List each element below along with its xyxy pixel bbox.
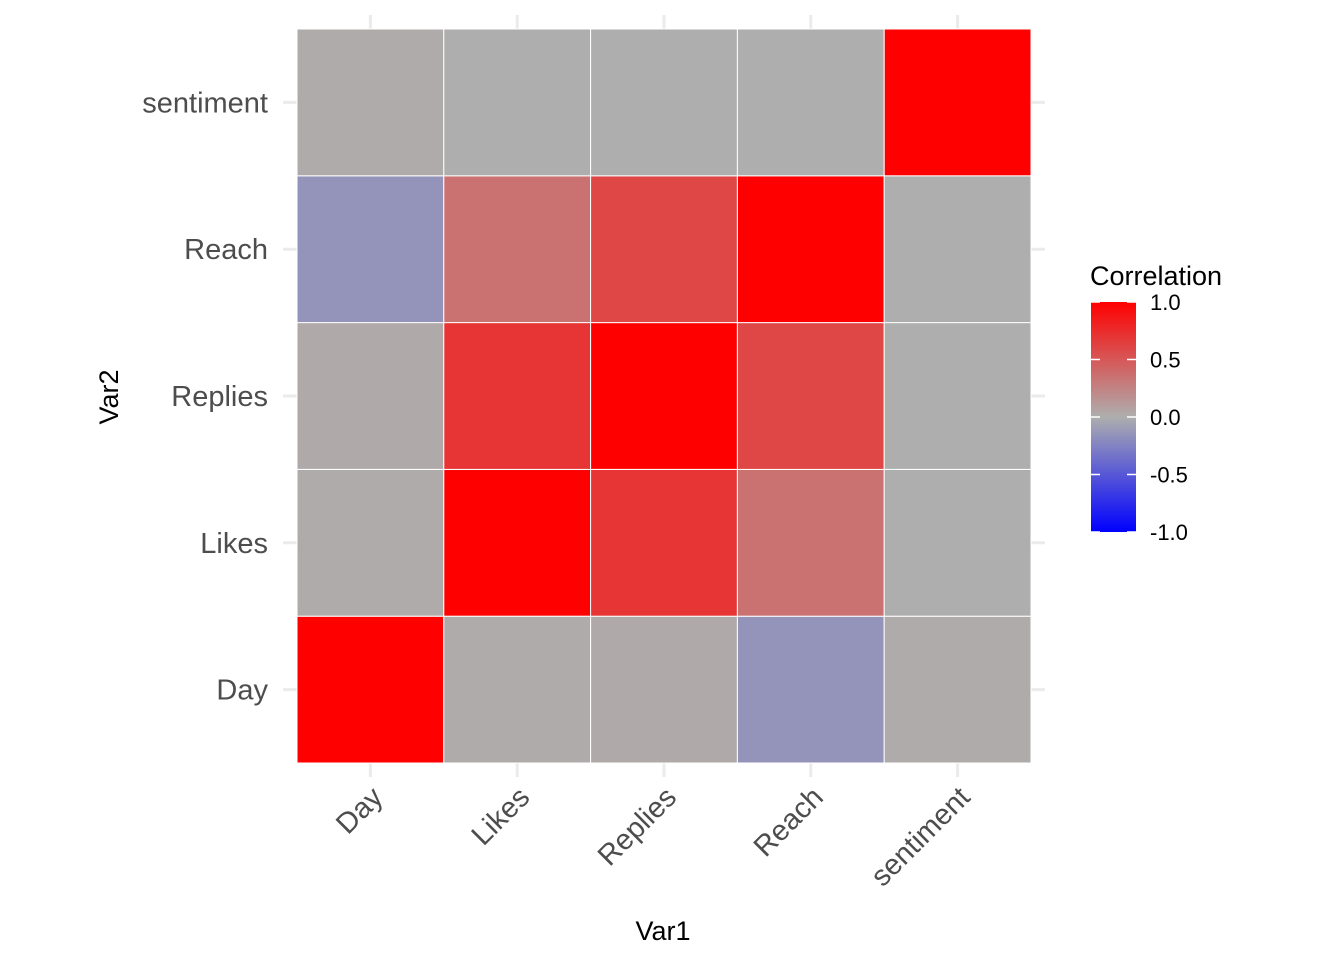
heatmap-cell-day-sentiment <box>296 28 445 177</box>
legend: Correlation 1.0 0.5 0.0 -0.5 -1.0 <box>1090 261 1222 545</box>
heatmap-cell-likes-day <box>443 615 592 764</box>
x-axis-ticks: Day Likes Replies Reach sentiment <box>330 781 976 893</box>
heatmap-cell-reach-likes <box>736 468 885 617</box>
heatmap-cell-replies-day <box>590 615 738 764</box>
heatmap-cell-likes-likes <box>443 468 592 617</box>
y-tick-label: Day <box>216 675 268 707</box>
legend-tick-label: 0.0 <box>1150 405 1181 430</box>
heatmap-cell-day-replies <box>296 322 445 470</box>
legend-tick-label: -0.5 <box>1150 463 1188 488</box>
heatmap-cell-sentiment-day <box>883 615 1032 764</box>
legend-tick-label: -1.0 <box>1150 520 1188 545</box>
heatmap-tiles <box>296 28 1032 764</box>
heatmap-cell-replies-replies <box>590 322 738 470</box>
x-tick-label: Likes <box>466 781 537 852</box>
heatmap-cell-likes-reach <box>443 175 592 324</box>
heatmap-cell-replies-reach <box>590 175 738 324</box>
heatmap-cell-reach-replies <box>736 322 885 470</box>
heatmap-cell-day-reach <box>296 175 445 324</box>
heatmap-cell-day-likes <box>296 468 445 617</box>
heatmap-cell-reach-reach <box>736 175 885 324</box>
y-axis-ticks: Day Likes Replies Reach sentiment <box>142 87 268 706</box>
y-tick-label: sentiment <box>142 87 268 119</box>
heatmap-cell-day-day <box>296 615 445 764</box>
heatmap-cell-replies-likes <box>590 468 738 617</box>
x-tick-label: Day <box>330 781 389 840</box>
x-tick-label: sentiment <box>865 781 977 893</box>
heatmap-cell-sentiment-reach <box>883 175 1032 324</box>
legend-ticks: 1.0 0.5 0.0 -0.5 -1.0 <box>1091 290 1188 545</box>
y-tick-label: Reach <box>184 234 268 266</box>
heatmap-cell-sentiment-replies <box>883 322 1032 470</box>
heatmap-cell-sentiment-likes <box>883 468 1032 617</box>
heatmap-cell-likes-sentiment <box>443 28 592 177</box>
heatmap-cell-sentiment-sentiment <box>883 28 1032 177</box>
y-tick-label: Likes <box>200 528 268 560</box>
legend-title: Correlation <box>1090 261 1222 291</box>
legend-tick-label: 1.0 <box>1150 290 1181 315</box>
heatmap-cell-likes-replies <box>443 322 592 470</box>
y-axis-title: Var2 <box>94 369 124 424</box>
x-axis-title: Var1 <box>635 916 690 946</box>
heatmap-cell-reach-day <box>736 615 885 764</box>
y-tick-label: Replies <box>171 381 268 413</box>
heatmap-cell-reach-sentiment <box>736 28 885 177</box>
x-tick-label: Reach <box>748 781 830 863</box>
legend-tick-label: 0.5 <box>1150 348 1181 373</box>
x-tick-label: Replies <box>592 781 683 872</box>
heatmap-cell-replies-sentiment <box>590 28 738 177</box>
